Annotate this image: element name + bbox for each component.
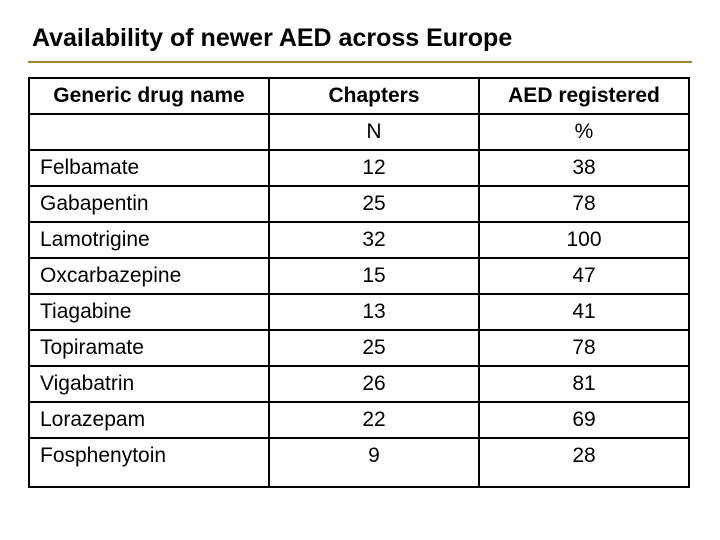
subheader-pct: %	[479, 114, 689, 150]
chapters-cell: 32	[269, 222, 479, 258]
table-row: Gabapentin2578	[29, 186, 689, 222]
table-row: Lorazepam2269	[29, 402, 689, 438]
chapters-cell: 13	[269, 294, 479, 330]
drug-name-cell: Felbamate	[29, 150, 269, 186]
table-row: Topiramate2578	[29, 330, 689, 366]
pct-cell: 81	[479, 366, 689, 402]
header-chapters: Chapters	[269, 78, 479, 114]
table-row: Vigabatrin2681	[29, 366, 689, 402]
chapters-cell: 9	[269, 438, 479, 487]
chapters-cell: 22	[269, 402, 479, 438]
pct-cell: 100	[479, 222, 689, 258]
drug-name-cell: Fosphenytoin	[29, 438, 269, 487]
chapters-cell: 25	[269, 186, 479, 222]
subheader-n: N	[269, 114, 479, 150]
pct-cell: 28	[479, 438, 689, 487]
slide-title-text: Availability of newer AED across Europe	[32, 24, 512, 52]
chapters-cell: 26	[269, 366, 479, 402]
aed-table: Generic drug name Chapters AED registere…	[28, 77, 690, 488]
drug-name-cell: Gabapentin	[29, 186, 269, 222]
chapters-cell: 12	[269, 150, 479, 186]
table-row: Tiagabine1341	[29, 294, 689, 330]
pct-cell: 78	[479, 186, 689, 222]
table-row: Fosphenytoin928	[29, 438, 689, 487]
pct-cell: 69	[479, 402, 689, 438]
title-bar: Availability of newer AED across Europe	[28, 18, 692, 63]
slide-title: Availability of newer AED across Europe	[32, 24, 512, 53]
subheader-blank	[29, 114, 269, 150]
subheader-row: N %	[29, 114, 689, 150]
table-row: Lamotrigine32100	[29, 222, 689, 258]
table-body: Felbamate1238Gabapentin2578Lamotrigine32…	[29, 150, 689, 487]
chapters-cell: 15	[269, 258, 479, 294]
drug-name-cell: Topiramate	[29, 330, 269, 366]
table-row: Felbamate1238	[29, 150, 689, 186]
drug-name-cell: Oxcarbazepine	[29, 258, 269, 294]
table-row: Oxcarbazepine1547	[29, 258, 689, 294]
pct-cell: 38	[479, 150, 689, 186]
header-row: Generic drug name Chapters AED registere…	[29, 78, 689, 114]
header-generic: Generic drug name	[29, 78, 269, 114]
drug-name-cell: Vigabatrin	[29, 366, 269, 402]
drug-name-cell: Lamotrigine	[29, 222, 269, 258]
pct-cell: 41	[479, 294, 689, 330]
chapters-cell: 25	[269, 330, 479, 366]
header-registered: AED registered	[479, 78, 689, 114]
drug-name-cell: Tiagabine	[29, 294, 269, 330]
pct-cell: 78	[479, 330, 689, 366]
drug-name-cell: Lorazepam	[29, 402, 269, 438]
pct-cell: 47	[479, 258, 689, 294]
